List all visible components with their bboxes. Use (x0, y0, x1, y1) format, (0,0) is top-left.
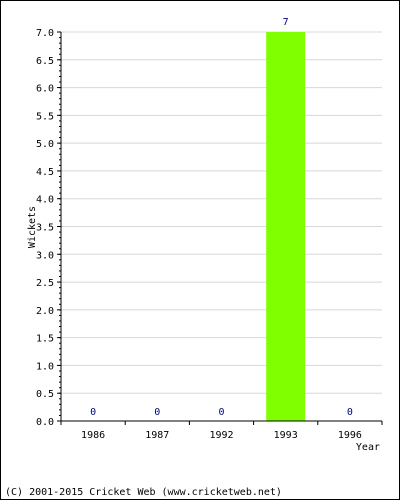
x-tick-label: 1996 (338, 430, 362, 441)
x-tick-label: 1993 (274, 430, 298, 441)
y-tick-label: 4.5 (36, 167, 54, 178)
copyright-footer: (C) 2001-2015 Cricket Web (www.cricketwe… (5, 487, 282, 498)
data-label: 0 (218, 407, 224, 418)
y-tick-label: 6.0 (36, 84, 54, 95)
data-label: 0 (347, 407, 353, 418)
y-tick-label: 4.0 (36, 195, 54, 206)
x-tick-labels: 1986 1987 1992 1993 1996 (81, 430, 362, 441)
y-tick-label: 2.0 (36, 306, 54, 317)
y-tick-label: 0.5 (36, 389, 54, 400)
y-tick-label: 5.0 (36, 139, 54, 150)
y-tick-label: 3.0 (36, 250, 54, 261)
data-label: 0 (90, 407, 96, 418)
data-labels: 0 0 0 7 0 (90, 17, 353, 418)
axes (57, 31, 383, 425)
data-label: 0 (154, 407, 160, 418)
y-tick-label: 0.0 (36, 417, 54, 428)
x-tick-label: 1986 (81, 430, 105, 441)
x-tick-label: 1987 (145, 430, 169, 441)
x-axis-label: Year (356, 442, 380, 453)
y-tick-labels: 0.0 0.5 1.0 1.5 2.0 2.5 3.0 3.5 4.0 4.5 5.0 5.5 6.0 6… (36, 28, 54, 428)
x-tick-label: 1992 (209, 430, 233, 441)
y-tick-label: 2.5 (36, 278, 54, 289)
y-tick-label: 1.0 (36, 361, 54, 372)
y-tick-label: 1.5 (36, 334, 54, 345)
y-tick-label: 6.5 (36, 56, 54, 67)
y-tick-label: 7.0 (36, 28, 54, 39)
y-axis-label: Wickets (27, 206, 38, 248)
y-tick-label: 5.5 (36, 111, 54, 122)
bar-1993 (266, 32, 306, 421)
y-tick-label: 3.5 (36, 223, 54, 234)
data-label: 7 (283, 17, 289, 28)
gridlines (61, 31, 382, 394)
bars (266, 32, 306, 421)
